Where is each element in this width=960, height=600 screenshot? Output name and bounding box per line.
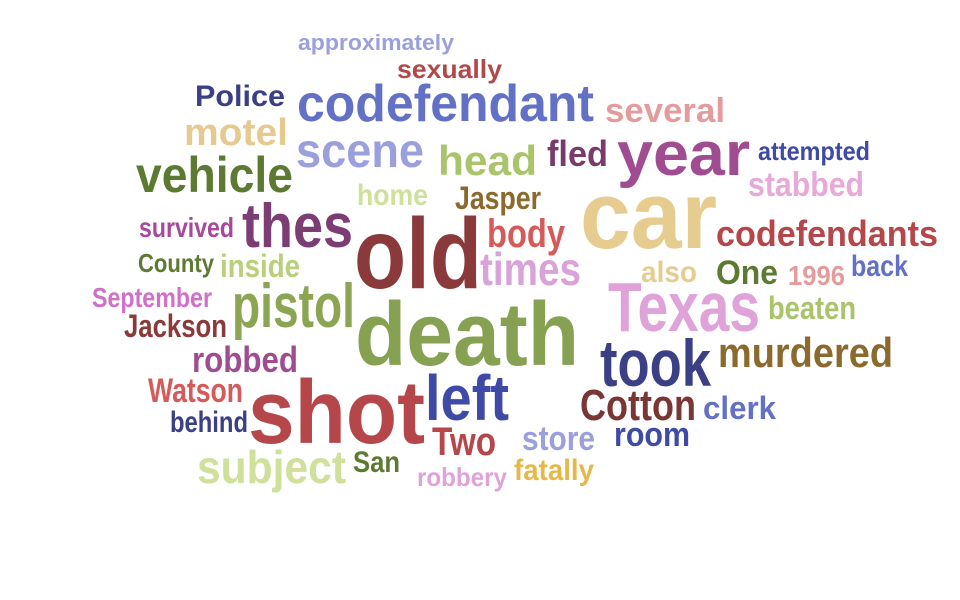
word-year: year bbox=[617, 120, 750, 189]
word-motel: motel bbox=[184, 112, 288, 154]
word-left: left bbox=[425, 362, 509, 434]
word-robbed: robbed bbox=[192, 339, 298, 380]
word-back: back bbox=[851, 250, 908, 283]
word-murdered: murdered bbox=[718, 329, 893, 376]
word-approximately: approximately bbox=[298, 30, 454, 55]
word-took: took bbox=[600, 326, 711, 400]
word-texas: Texas bbox=[608, 268, 760, 346]
word-pistol: pistol bbox=[232, 272, 355, 341]
word-behind: behind bbox=[170, 406, 248, 439]
word-survived: survived bbox=[139, 212, 234, 243]
word-attempted: attempted bbox=[758, 136, 870, 166]
word-robbery: robbery bbox=[417, 462, 507, 492]
word-county: County bbox=[138, 248, 214, 278]
word-beaten: beaten bbox=[768, 290, 856, 326]
word-home: home bbox=[357, 179, 428, 212]
word-fled: fled bbox=[547, 133, 608, 174]
word-cotton: Cotton bbox=[580, 381, 696, 430]
word-one: One bbox=[716, 254, 778, 292]
word-subject: subject bbox=[197, 441, 346, 493]
word-store: store bbox=[522, 420, 595, 458]
word-watson: Watson bbox=[148, 372, 243, 410]
word-head: head bbox=[438, 137, 537, 184]
word-codefendants: codefendants bbox=[716, 213, 938, 254]
word-jackson: Jackson bbox=[124, 308, 227, 344]
word-several: several bbox=[605, 92, 725, 130]
word-1996: 1996 bbox=[788, 260, 845, 291]
word-shot: shot bbox=[248, 363, 425, 463]
word-also: also bbox=[641, 256, 697, 289]
word-thes: thes bbox=[242, 192, 353, 261]
word-body: body bbox=[487, 212, 565, 256]
word-old: old bbox=[354, 198, 482, 310]
word-scene: scene bbox=[296, 125, 424, 178]
word-car: car bbox=[580, 162, 717, 269]
word-times: times bbox=[480, 243, 581, 295]
word-september: September bbox=[92, 282, 212, 313]
word-fatally: fatally bbox=[514, 454, 594, 487]
word-sexually: sexually bbox=[397, 54, 502, 84]
word-stabbed: stabbed bbox=[748, 166, 864, 204]
word-two: Two bbox=[432, 420, 496, 464]
word-death: death bbox=[355, 285, 579, 385]
word-codefendant: codefendant bbox=[297, 75, 594, 133]
word-room: room bbox=[614, 416, 690, 454]
word-inside: inside bbox=[220, 248, 300, 284]
word-san: San bbox=[353, 446, 400, 479]
word-vehicle: vehicle bbox=[136, 147, 293, 203]
word-jasper: Jasper bbox=[455, 180, 541, 216]
word-clerk: clerk bbox=[703, 390, 776, 426]
word-police: Police bbox=[195, 80, 285, 113]
